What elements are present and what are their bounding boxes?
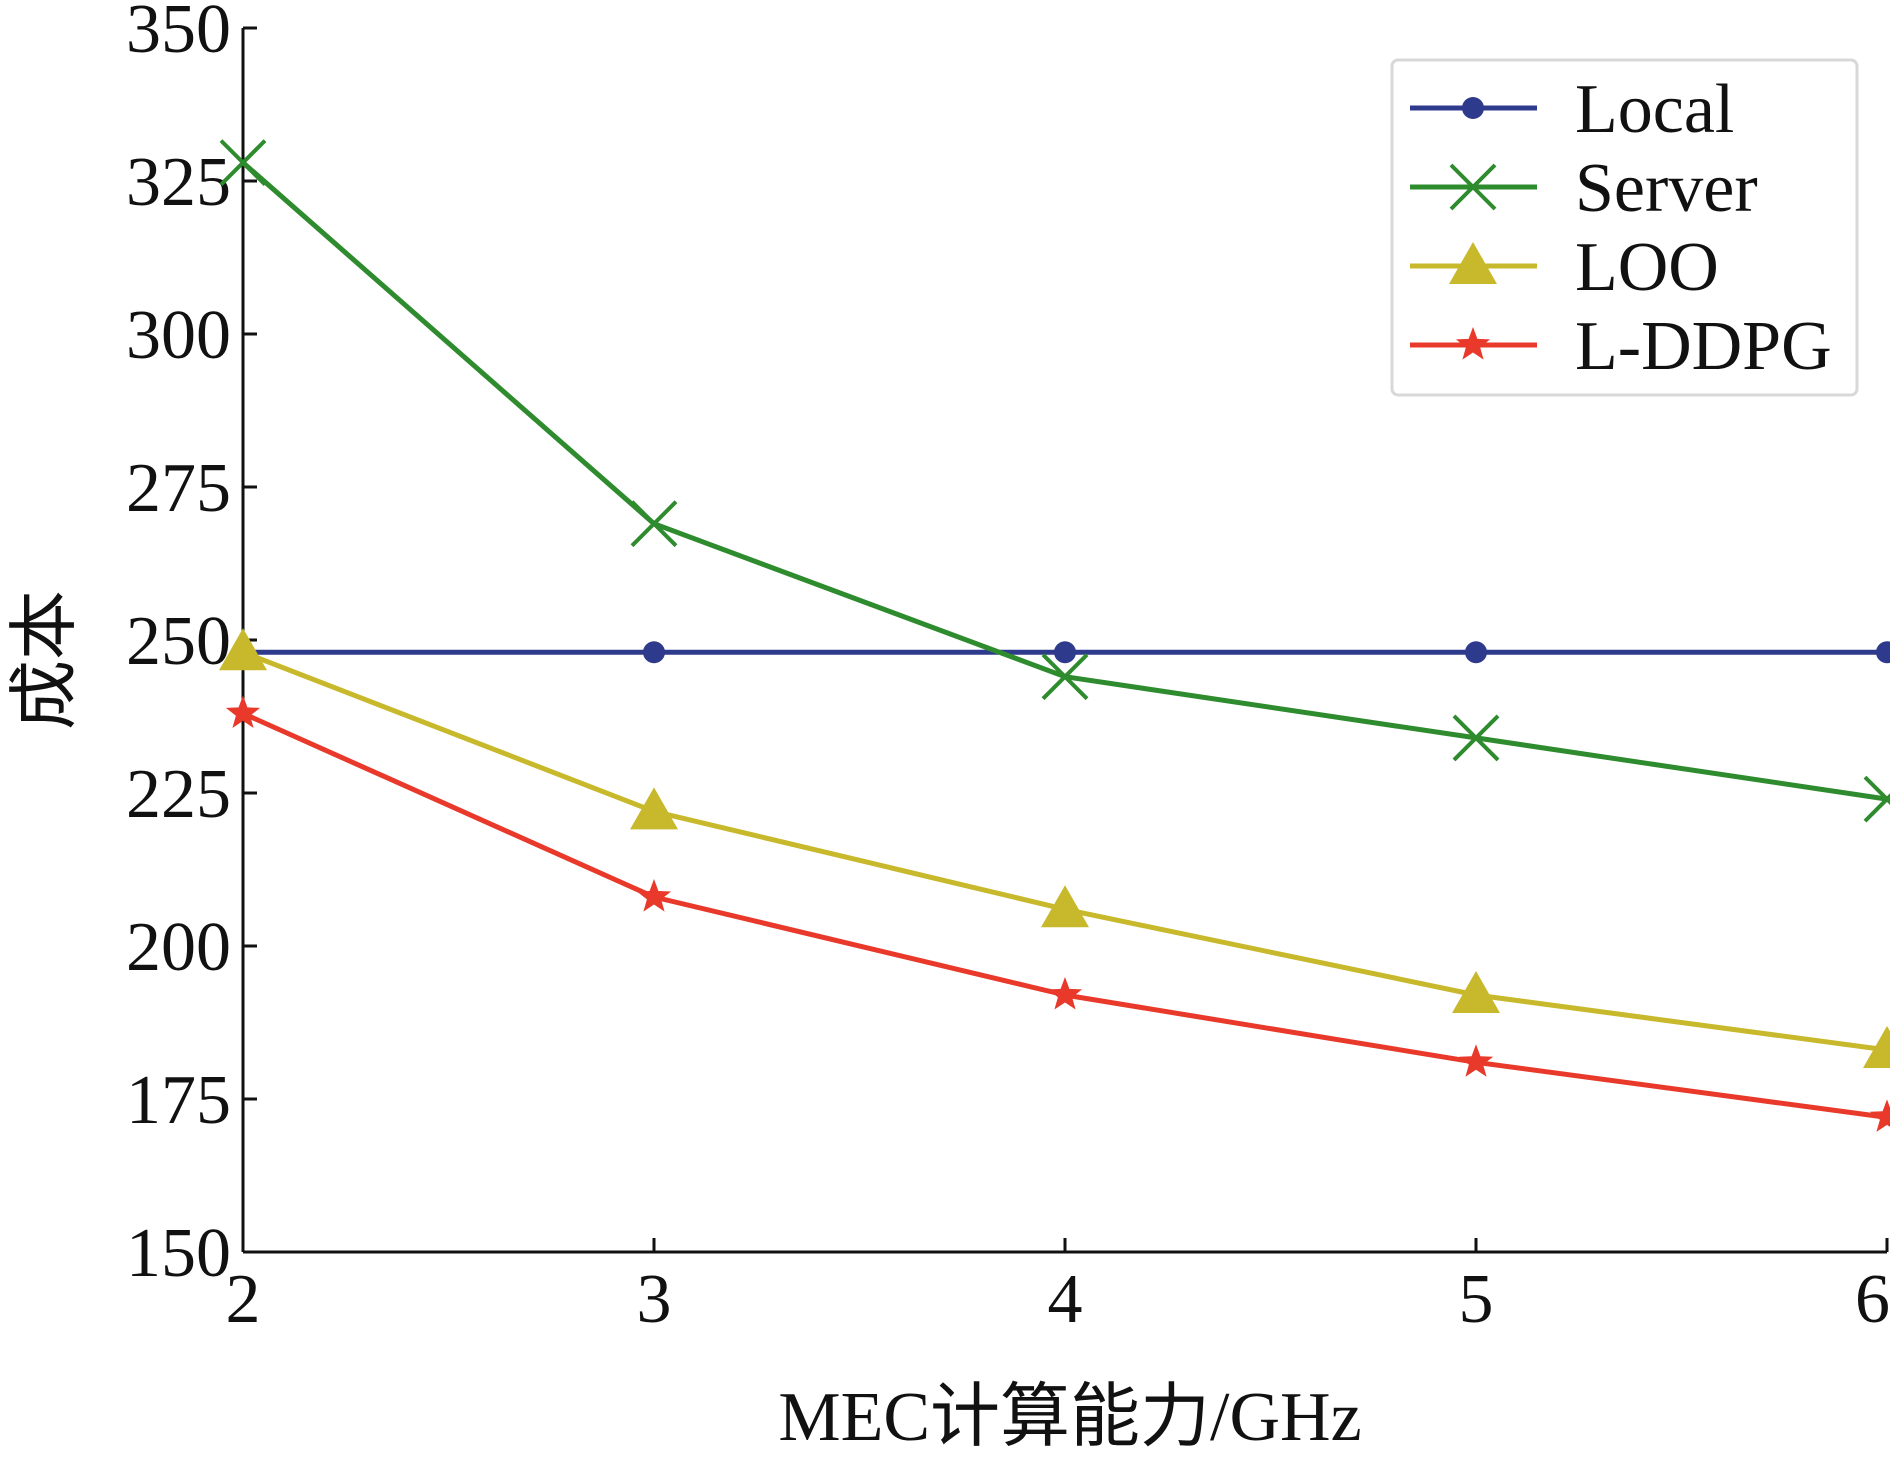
legend-label: L-DDPG — [1575, 308, 1832, 385]
x-tick-label: 4 — [1048, 1261, 1083, 1338]
series-loo — [219, 628, 1890, 1069]
marker-star — [1458, 1044, 1494, 1077]
y-tick-label: 300 — [126, 297, 231, 374]
marker-star — [636, 879, 672, 912]
marker-triangle — [219, 628, 267, 671]
marker-circle — [1465, 641, 1487, 664]
marker-circle — [1876, 641, 1890, 664]
series-l-ddpg — [225, 695, 1890, 1132]
marker-triangle — [1863, 1026, 1890, 1069]
y-tick-label: 350 — [126, 0, 231, 68]
series-server — [219, 139, 1890, 823]
marker-star — [225, 695, 261, 728]
series-local — [232, 641, 1890, 664]
marker-triangle — [1452, 970, 1500, 1013]
x-tick-label: 5 — [1459, 1261, 1494, 1338]
y-tick-label: 200 — [126, 909, 231, 986]
y-tick-label: 175 — [126, 1062, 231, 1139]
y-axis-title: 成本 — [7, 590, 84, 730]
legend-item: Server — [1410, 150, 1758, 227]
axes: 150 175 200 225 250 275 300 325 350 2 3 4 5 6 — [126, 0, 1890, 1338]
x-axis-title: MEC计算能力/GHz — [778, 1379, 1361, 1456]
x-tick-label: 6 — [1855, 1261, 1890, 1338]
marker-circle — [643, 641, 665, 664]
marker-x — [1863, 775, 1890, 823]
legend-item: Local — [1410, 71, 1734, 148]
marker-x — [630, 500, 678, 548]
marker-x — [1449, 163, 1497, 211]
x-tick-label: 2 — [226, 1261, 261, 1338]
marker-star — [1047, 977, 1083, 1010]
x-tick-label: 3 — [637, 1261, 672, 1338]
marker-star — [1455, 327, 1491, 360]
marker-triangle — [1449, 242, 1497, 284]
marker-x — [1452, 714, 1500, 762]
legend-box — [1390, 58, 1859, 397]
marker-x — [1041, 653, 1089, 701]
legend-label: LOO — [1575, 229, 1719, 306]
y-tick-label: 275 — [126, 450, 231, 527]
legend-item: LOO — [1410, 229, 1719, 306]
legend-label: Local — [1575, 71, 1734, 148]
legend-label: Server — [1575, 150, 1758, 227]
y-tick-label: 325 — [126, 144, 231, 221]
marker-circle — [1054, 641, 1076, 664]
marker-circle — [1462, 97, 1484, 119]
series-layer — [219, 139, 1890, 1132]
marker-triangle — [630, 787, 678, 830]
marker-triangle — [1041, 885, 1089, 928]
y-tick-label: 150 — [126, 1215, 231, 1292]
marker-x — [219, 139, 267, 187]
y-tick-label: 250 — [126, 603, 231, 680]
legend-item: L-DDPG — [1410, 308, 1832, 385]
y-tick-label: 225 — [126, 756, 231, 833]
marker-star — [1869, 1099, 1890, 1132]
